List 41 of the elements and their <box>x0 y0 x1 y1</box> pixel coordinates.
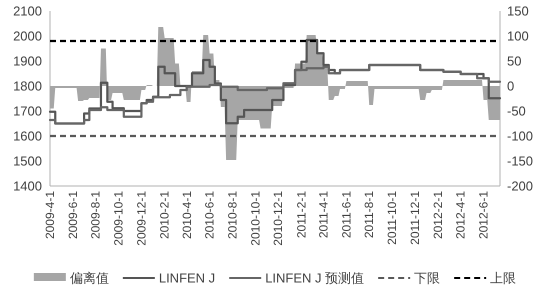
y2-tick-label: 150 <box>507 4 529 18</box>
y2-tick-label: 100 <box>507 28 529 44</box>
y-tick-label: 1900 <box>13 54 42 68</box>
x-tick-label: 2011-2-1 <box>294 190 308 238</box>
x-tick-label: 2010-2-1 <box>158 190 172 240</box>
y2-tick-label: 50 <box>507 54 522 68</box>
x-tick-label: 2010-6-1 <box>202 190 217 240</box>
x-tick-label: 2012-2-1 <box>431 190 446 240</box>
y-tick-label: 1600 <box>13 128 42 144</box>
x-tick-label: 2010-8-1 <box>225 190 240 240</box>
x-tick-label: 2012-6-1 <box>476 190 491 240</box>
legend-label: 下限 <box>414 270 440 286</box>
legend-label: LINFEN J <box>158 270 216 286</box>
y-tick-label: 1800 <box>13 78 42 94</box>
x-tick-label: 2009-12-1 <box>134 190 148 246</box>
y-tick-label: 1500 <box>13 154 42 168</box>
x-tick-label: 2011-10-1 <box>385 190 400 245</box>
y-tick-label: 1700 <box>13 104 42 118</box>
legend-label: 偏离值 <box>70 270 109 286</box>
y-tick-label: 2100 <box>13 4 42 18</box>
y2-tick-label: -200 <box>507 178 534 194</box>
legend-label: LINFEN J 预测值 <box>265 270 364 286</box>
x-tick-label: 2011-8-1 <box>362 190 376 238</box>
y-tick-label: 1400 <box>13 178 42 194</box>
x-tick-label: 2011-4-1 <box>316 190 331 238</box>
x-tick-label: 2011-12-1 <box>408 190 422 245</box>
y2-tick-label: 0 <box>507 78 514 94</box>
x-tick-label: 2009-10-1 <box>112 190 126 246</box>
x-tick-label: 2010-10-1 <box>248 190 262 246</box>
y-tick-label: 2000 <box>13 28 42 44</box>
x-tick-label: 2010-12-1 <box>271 190 286 246</box>
x-tick-label: 2011-6-1 <box>339 190 354 238</box>
x-tick-label: 2010-4-1 <box>180 190 194 240</box>
x-tick-label: 2009-8-1 <box>88 190 103 240</box>
y2-tick-label: -100 <box>507 128 534 144</box>
y2-tick-label: -150 <box>507 154 534 168</box>
x-tick-label: 2009-6-1 <box>66 190 80 240</box>
x-tick-label: 2009-4-1 <box>43 190 57 240</box>
y2-tick-label: -50 <box>507 104 526 118</box>
x-tick-label: 2012-4-1 <box>454 190 468 240</box>
legend-label: 上限 <box>490 270 516 286</box>
